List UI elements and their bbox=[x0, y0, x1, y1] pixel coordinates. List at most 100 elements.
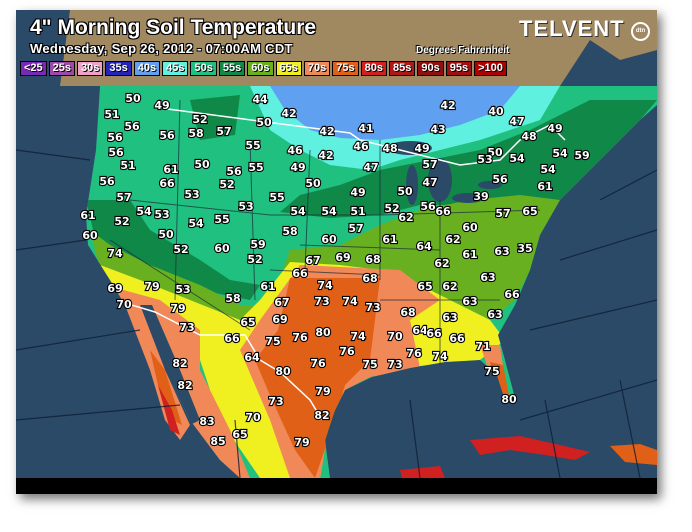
temperature-label: 57 bbox=[116, 191, 131, 204]
legend-item: 25s bbox=[48, 61, 76, 76]
bottom-bar bbox=[16, 478, 657, 494]
canada-us-border bbox=[159, 107, 566, 166]
temperature-label: 80 bbox=[315, 326, 331, 339]
temperature-label: 54 bbox=[290, 205, 306, 218]
zone-55s-west bbox=[86, 200, 260, 300]
temperature-label: 55 bbox=[214, 213, 229, 226]
temperature-label: 54 bbox=[552, 147, 568, 160]
temperature-label: 65 bbox=[240, 316, 255, 329]
legend-item: 50s bbox=[190, 61, 217, 76]
temperature-label: 66 bbox=[435, 205, 451, 218]
units-label: Degrees Fahrenheit bbox=[416, 45, 510, 56]
temperature-label: 66 bbox=[224, 332, 240, 345]
temperature-label: 75 bbox=[265, 335, 280, 348]
gulf-of-california bbox=[140, 305, 200, 424]
temperature-label: 55 bbox=[248, 161, 263, 174]
temperature-label: 56 bbox=[99, 175, 115, 188]
temperature-label: 62 bbox=[434, 257, 449, 270]
temperature-label: 53 bbox=[175, 283, 190, 296]
temperature-label: 52 bbox=[247, 253, 262, 266]
temperature-label: 58 bbox=[225, 292, 240, 305]
temperature-label: 61 bbox=[462, 248, 477, 261]
temperature-label: 50 bbox=[397, 185, 413, 198]
temperature-label: 69 bbox=[335, 251, 350, 264]
temperature-label: 61 bbox=[382, 233, 397, 246]
temperature-label: 54 bbox=[321, 205, 337, 218]
temperature-label: 42 bbox=[440, 99, 455, 112]
great-lakes bbox=[388, 141, 502, 205]
color-legend: <25 25s 30s 35s 40s 45s 50s 55s 60s 65s 70s 75s 80s 8… bbox=[20, 61, 507, 76]
temperature-label: 64 bbox=[244, 351, 260, 364]
legend-item: 70s bbox=[303, 61, 331, 76]
zone-55s-north bbox=[190, 95, 240, 140]
temperature-label: 79 bbox=[144, 280, 159, 293]
temperature-label: 56 bbox=[108, 146, 124, 159]
temperature-label: 70 bbox=[245, 411, 261, 424]
legend-item: 35s bbox=[105, 61, 132, 76]
temperature-label: 51 bbox=[120, 159, 135, 172]
temperature-label: 56 bbox=[159, 129, 175, 142]
temperature-label: 49 bbox=[547, 122, 562, 135]
temperature-label: 50 bbox=[256, 116, 272, 129]
temperature-label: 68 bbox=[362, 272, 377, 285]
temperature-label: 65 bbox=[232, 428, 247, 441]
temperature-label: 75 bbox=[484, 365, 499, 378]
temperature-label: 66 bbox=[159, 177, 175, 190]
temperature-label: 68 bbox=[400, 306, 415, 319]
temperature-label: 80 bbox=[501, 393, 517, 406]
legend-item: 75s bbox=[332, 61, 359, 76]
legend-item: 80s bbox=[360, 61, 387, 76]
temperature-label: 74 bbox=[350, 330, 366, 343]
temperature-label: 50 bbox=[194, 158, 210, 171]
legend-item: 90s bbox=[417, 61, 444, 76]
temperature-label: 47 bbox=[363, 161, 378, 174]
temperature-label: 41 bbox=[358, 122, 373, 135]
temperature-label: 73 bbox=[268, 395, 283, 408]
temperature-label: 67 bbox=[274, 296, 289, 309]
temperature-label: 60 bbox=[321, 233, 337, 246]
state-lines bbox=[109, 99, 541, 365]
temperature-label: 52 bbox=[173, 243, 188, 256]
temperature-label: 50 bbox=[487, 146, 503, 159]
temperature-label: 70 bbox=[116, 298, 132, 311]
temperature-label: 67 bbox=[305, 254, 320, 267]
temperature-label: 64 bbox=[416, 240, 432, 253]
telvent-logo: TELVENT bbox=[519, 16, 625, 41]
temperature-label: 79 bbox=[294, 436, 309, 449]
temperature-label: 57 bbox=[422, 158, 437, 171]
temperature-label: 73 bbox=[365, 301, 380, 314]
temperature-label: 49 bbox=[414, 142, 429, 155]
temperature-label: 43 bbox=[430, 123, 445, 136]
temperature-label: 66 bbox=[292, 267, 308, 280]
zone-75s-texas bbox=[255, 278, 380, 478]
temperature-label: 56 bbox=[492, 173, 508, 186]
temperature-label: 80 bbox=[275, 365, 291, 378]
temperature-label: 66 bbox=[426, 327, 442, 340]
temperature-label: 58 bbox=[282, 225, 297, 238]
zone-80s-spot bbox=[301, 332, 309, 340]
temperature-label: 48 bbox=[521, 130, 536, 143]
temperature-label: 42 bbox=[281, 107, 296, 120]
temperature-label: 64 bbox=[412, 324, 428, 337]
temperature-label: 52 bbox=[219, 178, 234, 191]
legend-item: 65s bbox=[275, 61, 302, 76]
temperature-label: 53 bbox=[184, 188, 199, 201]
legend-item: 45s bbox=[162, 61, 189, 76]
temperature-label: 61 bbox=[163, 163, 178, 176]
legend-item: 60s bbox=[247, 61, 274, 76]
temperature-label: 60 bbox=[214, 242, 230, 255]
temperature-label: 74 bbox=[432, 350, 448, 363]
temperature-label: 73 bbox=[387, 358, 402, 371]
temperature-label: 60 bbox=[462, 221, 478, 234]
temperature-label: 59 bbox=[574, 149, 589, 162]
temperature-label: 61 bbox=[260, 280, 275, 293]
temperature-label: 60 bbox=[82, 229, 98, 242]
temperature-label: 53 bbox=[477, 153, 492, 166]
temperature-label: 79 bbox=[315, 385, 330, 398]
temperature-label: 58 bbox=[188, 127, 203, 140]
temperature-label: 49 bbox=[154, 99, 169, 112]
temperature-label: 74 bbox=[107, 247, 123, 260]
temperature-label: 62 bbox=[398, 211, 413, 224]
